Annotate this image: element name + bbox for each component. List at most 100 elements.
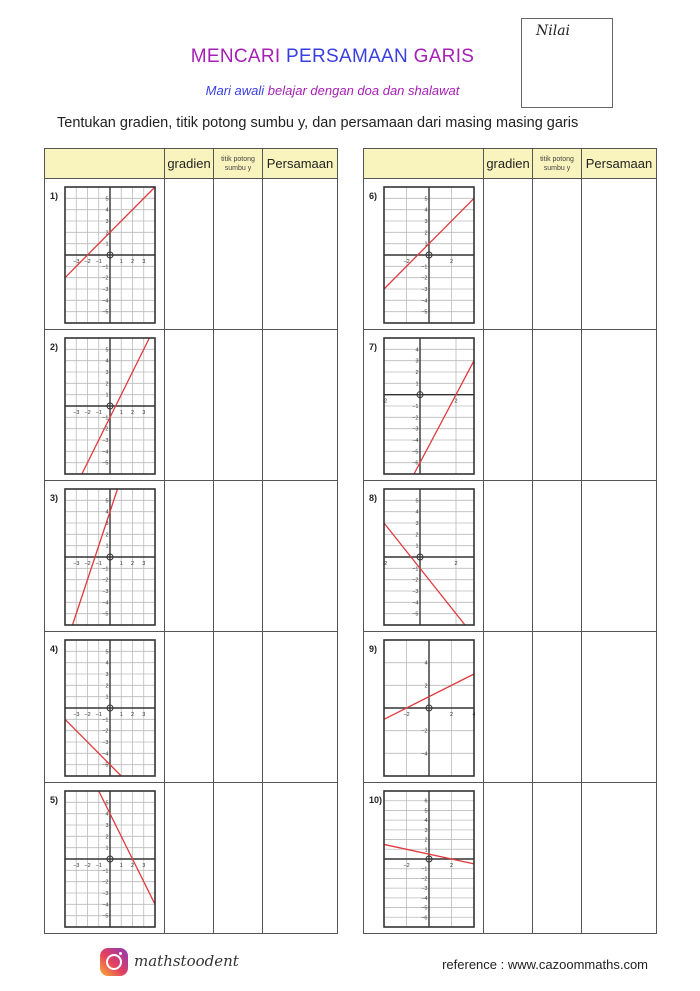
y-tick-label: 6 bbox=[424, 799, 427, 805]
equation-answer-cell[interactable] bbox=[581, 631, 657, 783]
question-row: 10) −2 2 −6 −5 −4 −3 −2 −1 1 2 3 4 5 6 bbox=[363, 782, 657, 934]
y-tick-label: 1 bbox=[415, 381, 418, 387]
y-tick-label: 2 bbox=[105, 834, 108, 840]
gradien-answer-cell[interactable] bbox=[483, 782, 533, 934]
gradien-answer-cell[interactable] bbox=[164, 480, 214, 632]
title-part: MENCARI bbox=[190, 46, 287, 67]
header-gradien: gradien bbox=[483, 148, 533, 179]
y-tick-label: −5 bbox=[102, 612, 108, 618]
y-tick-label: −2 bbox=[421, 729, 427, 735]
question-row: 3) −3 −2 −1 1 2 3 −5 −4 −3 −2 −1 1 2 3 4 5 bbox=[44, 480, 338, 632]
x-tick-label: 2 bbox=[450, 863, 453, 869]
y-tick-label: −3 bbox=[412, 427, 418, 433]
header-gradien: gradien bbox=[164, 148, 214, 179]
x-tick-label: 3 bbox=[142, 561, 145, 567]
question-number: 6) bbox=[369, 191, 378, 201]
gradien-answer-cell[interactable] bbox=[483, 178, 533, 330]
gradien-answer-cell[interactable] bbox=[164, 782, 214, 934]
graph-border bbox=[64, 639, 156, 777]
origin-marker bbox=[106, 251, 114, 259]
y-intercept-answer-cell[interactable] bbox=[213, 782, 263, 934]
question-row: 2) −3 −2 −1 1 2 3 −5 −4 −3 −2 −1 1 2 3 4 5 bbox=[44, 329, 338, 481]
question-row: 6) −2 2 −5 −4 −3 −2 −1 1 2 3 4 5 bbox=[363, 178, 657, 330]
question-number: 9) bbox=[369, 644, 378, 654]
graph-line bbox=[64, 186, 156, 279]
y-tick-label: 4 bbox=[424, 208, 427, 214]
y-tick-label: 4 bbox=[415, 510, 418, 516]
y-intercept-answer-cell[interactable] bbox=[532, 631, 582, 783]
gradien-answer-cell[interactable] bbox=[483, 329, 533, 481]
y-tick-label: −3 bbox=[102, 589, 108, 595]
y-intercept-answer-cell[interactable] bbox=[532, 329, 582, 481]
equation-answer-cell[interactable] bbox=[262, 480, 338, 632]
gradien-answer-cell[interactable] bbox=[164, 631, 214, 783]
graph-border bbox=[383, 488, 475, 626]
y-tick-label: 1 bbox=[424, 242, 427, 248]
subtitle-part: Mari awali bbox=[205, 83, 268, 98]
y-tick-label: −4 bbox=[102, 751, 108, 757]
coordinate-graph: −3 −2 −1 1 2 3 −5 −4 −3 −2 −1 1 2 3 4 5 bbox=[64, 639, 156, 777]
y-tick-label: 4 bbox=[105, 510, 108, 516]
equation-answer-cell[interactable] bbox=[581, 480, 657, 632]
graph-border bbox=[64, 186, 156, 324]
y-tick-label: 3 bbox=[105, 219, 108, 225]
y-tick-label: −5 bbox=[102, 461, 108, 467]
graph-cell: 3) −3 −2 −1 1 2 3 −5 −4 −3 −2 −1 1 2 3 4 5 bbox=[44, 480, 165, 632]
x-tick-label: 1 bbox=[120, 712, 123, 718]
equation-answer-cell[interactable] bbox=[581, 782, 657, 934]
y-intercept-answer-cell[interactable] bbox=[213, 631, 263, 783]
y-intercept-answer-cell[interactable] bbox=[213, 329, 263, 481]
x-tick-label: 2 bbox=[450, 712, 453, 718]
y-tick-label: 2 bbox=[424, 230, 427, 236]
question-number: 8) bbox=[369, 493, 378, 503]
y-tick-label: 5 bbox=[424, 196, 427, 202]
y-tick-label: 1 bbox=[105, 544, 108, 550]
y-tick-label: 4 bbox=[105, 359, 108, 365]
x-tick-label: 2 bbox=[450, 259, 453, 265]
y-tick-label: −2 bbox=[412, 415, 418, 421]
x-tick-label: −3 bbox=[73, 561, 79, 567]
y-tick-label: 3 bbox=[105, 823, 108, 829]
x-tick-label: 1 bbox=[120, 863, 123, 869]
y-intercept-answer-cell[interactable] bbox=[532, 782, 582, 934]
y-tick-label: 1 bbox=[415, 544, 418, 550]
x-tick-label: −2 bbox=[403, 712, 409, 718]
y-tick-label: −2 bbox=[102, 427, 108, 433]
graph-cell: 2) −3 −2 −1 1 2 3 −5 −4 −3 −2 −1 1 2 3 4 5 bbox=[44, 329, 165, 481]
graph-line bbox=[98, 790, 156, 905]
y-intercept-answer-cell[interactable] bbox=[213, 178, 263, 330]
header-blank bbox=[44, 148, 165, 179]
gradien-answer-cell[interactable] bbox=[164, 329, 214, 481]
y-tick-label: −1 bbox=[102, 415, 108, 421]
gradien-answer-cell[interactable] bbox=[483, 480, 533, 632]
y-tick-label: −4 bbox=[102, 298, 108, 304]
y-intercept-answer-cell[interactable] bbox=[532, 178, 582, 330]
x-tick-label: −3 bbox=[73, 410, 79, 416]
y-tick-label: −2 bbox=[102, 880, 108, 886]
y-tick-label: −5 bbox=[412, 612, 418, 618]
y-tick-label: 1 bbox=[105, 846, 108, 852]
x-tick-label: 3 bbox=[142, 410, 145, 416]
instruction: Tentukan gradien, titik potong sumbu y, … bbox=[57, 115, 579, 131]
equation-answer-cell[interactable] bbox=[581, 329, 657, 481]
equation-answer-cell[interactable] bbox=[581, 178, 657, 330]
x-tick-label: 2 bbox=[131, 712, 134, 718]
x-tick-label: −1 bbox=[96, 863, 102, 869]
equation-answer-cell[interactable] bbox=[262, 329, 338, 481]
y-intercept-answer-cell[interactable] bbox=[213, 480, 263, 632]
gradien-answer-cell[interactable] bbox=[483, 631, 533, 783]
y-tick-label: −5 bbox=[421, 310, 427, 316]
x-tick-label: −2 bbox=[383, 561, 387, 567]
x-tick-label: −2 bbox=[383, 399, 387, 405]
equation-answer-cell[interactable] bbox=[262, 782, 338, 934]
y-intercept-answer-cell[interactable] bbox=[532, 480, 582, 632]
equation-answer-cell[interactable] bbox=[262, 631, 338, 783]
gradien-answer-cell[interactable] bbox=[164, 178, 214, 330]
equation-answer-cell[interactable] bbox=[262, 178, 338, 330]
coordinate-graph: −3 −2 −1 1 2 3 −5 −4 −3 −2 −1 1 2 3 4 5 bbox=[64, 488, 156, 626]
x-tick-label: 2 bbox=[131, 410, 134, 416]
graph-border bbox=[64, 488, 156, 626]
coordinate-graph: −2 2 −6 −5 −4 −3 −2 −1 1 2 3 4 bbox=[383, 337, 475, 475]
x-tick-label: 1 bbox=[120, 259, 123, 265]
y-tick-label: 5 bbox=[424, 808, 427, 814]
